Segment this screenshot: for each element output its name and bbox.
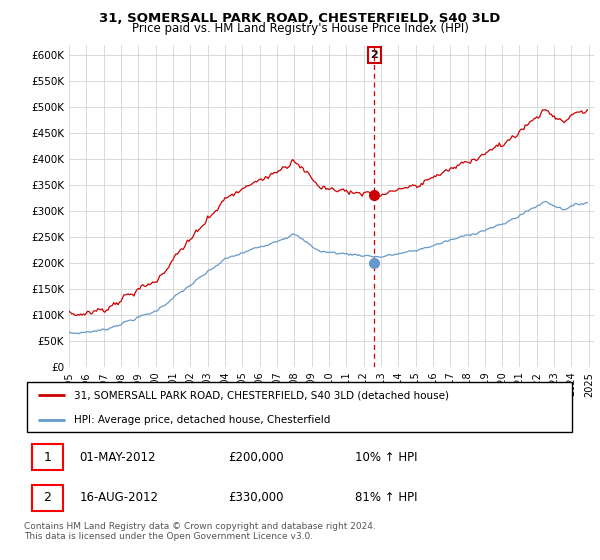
Text: 2: 2: [44, 491, 52, 504]
Text: 81% ↑ HPI: 81% ↑ HPI: [355, 491, 418, 504]
Text: 10% ↑ HPI: 10% ↑ HPI: [355, 451, 418, 464]
FancyBboxPatch shape: [27, 382, 572, 432]
Text: Contains HM Land Registry data © Crown copyright and database right 2024.
This d: Contains HM Land Registry data © Crown c…: [24, 522, 376, 542]
Text: 31, SOMERSALL PARK ROAD, CHESTERFIELD, S40 3LD: 31, SOMERSALL PARK ROAD, CHESTERFIELD, S…: [100, 12, 500, 25]
Text: 31, SOMERSALL PARK ROAD, CHESTERFIELD, S40 3LD (detached house): 31, SOMERSALL PARK ROAD, CHESTERFIELD, S…: [74, 390, 449, 400]
Text: 16-AUG-2012: 16-AUG-2012: [79, 491, 158, 504]
Text: 2: 2: [370, 50, 378, 60]
Text: HPI: Average price, detached house, Chesterfield: HPI: Average price, detached house, Ches…: [74, 414, 330, 424]
Text: Price paid vs. HM Land Registry's House Price Index (HPI): Price paid vs. HM Land Registry's House …: [131, 22, 469, 35]
Text: 1: 1: [44, 451, 52, 464]
FancyBboxPatch shape: [32, 485, 62, 511]
Text: £330,000: £330,000: [228, 491, 284, 504]
FancyBboxPatch shape: [32, 444, 62, 470]
Text: 01-MAY-2012: 01-MAY-2012: [79, 451, 156, 464]
Text: £200,000: £200,000: [228, 451, 284, 464]
